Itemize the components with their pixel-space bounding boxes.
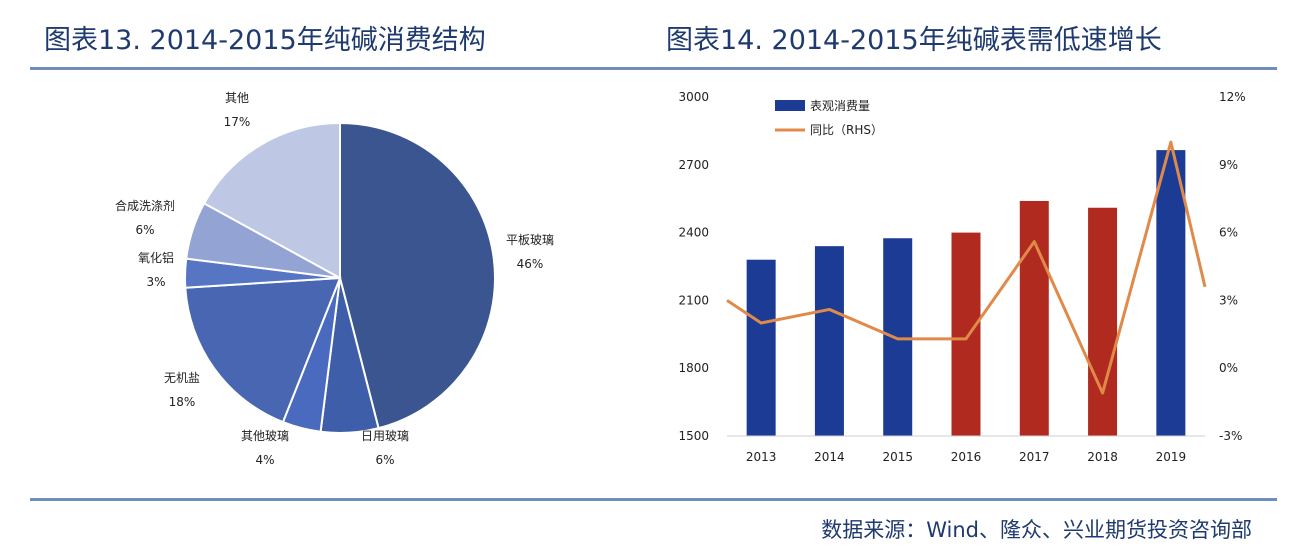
y-left-tick: 2100 bbox=[678, 293, 709, 307]
y-left-tick: 2400 bbox=[678, 226, 709, 240]
slice-percent: 18% bbox=[169, 395, 196, 409]
top-divider bbox=[30, 67, 1277, 70]
slice-percent: 6% bbox=[375, 453, 394, 467]
bar-2016 bbox=[951, 232, 981, 436]
slice-percent: 46% bbox=[517, 257, 544, 271]
y-left-tick: 3000 bbox=[678, 90, 709, 104]
bar-2018 bbox=[1088, 207, 1118, 436]
bottom-divider bbox=[30, 498, 1277, 501]
legend-bar-swatch bbox=[775, 100, 805, 111]
bar-2013 bbox=[746, 259, 776, 436]
y-right-tick: 12% bbox=[1219, 90, 1246, 104]
x-tick-label: 2016 bbox=[951, 450, 982, 464]
pie-slice-6 bbox=[202, 121, 341, 280]
bar-line-chart: 1500 1800 2100 2400 2700 3000 -3% 0% 3% 6% 9% 12% 20… bbox=[678, 90, 1246, 464]
pie-chart: 平板玻璃 46% 日用玻璃 6% 其他玻璃 4% 无机盐 18% 氧化铝 3% 合成洗涤剂 6% 其他 1… bbox=[115, 91, 554, 467]
legend-line-label: 同比（RHS） bbox=[810, 123, 883, 137]
y-left-tick: 2700 bbox=[678, 158, 709, 172]
slice-label: 合成洗涤剂 bbox=[115, 198, 175, 213]
y-right-tick: 0% bbox=[1219, 361, 1238, 375]
pie-slice-3 bbox=[184, 276, 342, 424]
slice-label: 平板玻璃 bbox=[506, 233, 554, 247]
bar-2015 bbox=[883, 238, 913, 436]
slice-label: 其他玻璃 bbox=[241, 429, 289, 443]
x-tick-label: 2013 bbox=[746, 450, 777, 464]
legend-bar-label: 表观消费量 bbox=[810, 99, 870, 113]
y-left-tick: 1500 bbox=[678, 429, 709, 443]
x-tick-label: 2018 bbox=[1087, 450, 1118, 464]
slice-label: 氧化铝 bbox=[138, 250, 174, 265]
bar-2014 bbox=[814, 246, 844, 436]
y-right-tick: 6% bbox=[1219, 226, 1238, 240]
data-source-note: 数据来源：Wind、隆众、兴业期货投资咨询部 bbox=[821, 518, 1252, 542]
y-right-tick: -3% bbox=[1219, 429, 1242, 443]
bar-2017 bbox=[1019, 200, 1049, 436]
slice-percent: 6% bbox=[135, 223, 154, 237]
slice-percent: 3% bbox=[146, 275, 165, 289]
x-tick-label: 2015 bbox=[882, 450, 913, 464]
pie-slice-0 bbox=[339, 121, 496, 430]
x-tick-label: 2014 bbox=[814, 450, 845, 464]
y-right-tick: 3% bbox=[1219, 293, 1238, 307]
slice-percent: 4% bbox=[255, 453, 274, 467]
y-left-tick: 1800 bbox=[678, 361, 709, 375]
bar-2019 bbox=[1156, 150, 1186, 437]
slice-percent: 17% bbox=[224, 115, 251, 129]
x-tick-label: 2017 bbox=[1019, 450, 1050, 464]
left-chart-title: 图表13. 2014-2015年纯碱消费结构 bbox=[44, 25, 486, 56]
slice-label: 其他 bbox=[225, 91, 249, 105]
right-chart-title: 图表14. 2014-2015年纯碱表需低速增长 bbox=[666, 25, 1162, 56]
x-tick-label: 2019 bbox=[1156, 450, 1187, 464]
slice-label: 无机盐 bbox=[164, 371, 200, 385]
yoy-line bbox=[726, 140, 1207, 395]
slice-label: 日用玻璃 bbox=[361, 429, 409, 443]
y-right-tick: 9% bbox=[1219, 158, 1238, 172]
